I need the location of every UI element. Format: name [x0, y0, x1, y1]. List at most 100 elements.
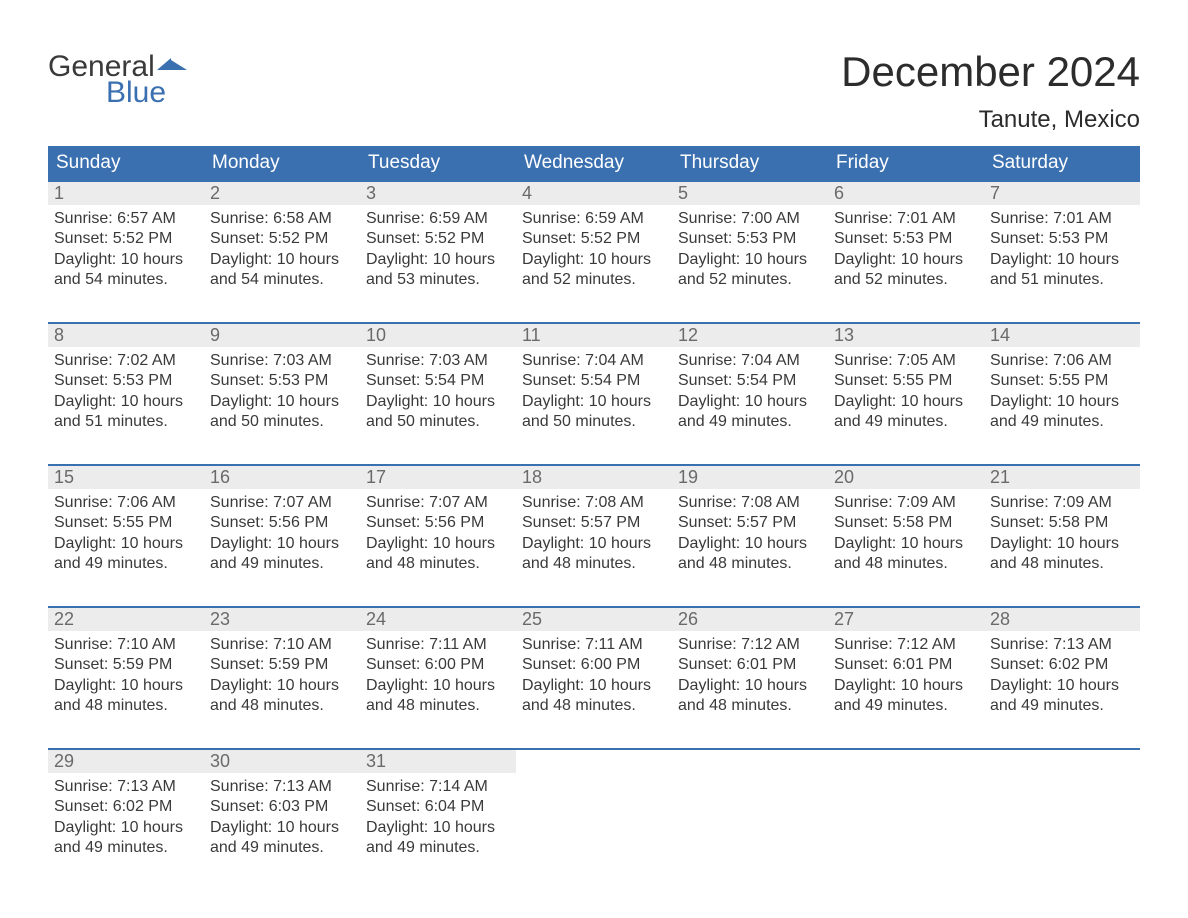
- day-number: 6: [828, 182, 984, 205]
- day-line-d1: Daylight: 10 hours: [54, 818, 198, 838]
- day-line-sunrise: Sunrise: 7:10 AM: [210, 635, 354, 655]
- day-line-d1: Daylight: 10 hours: [834, 676, 978, 696]
- day-number: 18: [516, 466, 672, 489]
- day-line-d2: and 48 minutes.: [522, 554, 666, 574]
- day-line-d1: Daylight: 10 hours: [54, 534, 198, 554]
- day-line-d2: and 49 minutes.: [990, 696, 1134, 716]
- day-line-d1: Daylight: 10 hours: [366, 818, 510, 838]
- day-line-d2: and 49 minutes.: [834, 696, 978, 716]
- day-line-d1: Daylight: 10 hours: [678, 534, 822, 554]
- day-header: Monday: [204, 146, 360, 180]
- day-line-d2: and 52 minutes.: [522, 270, 666, 290]
- day-line-d1: Daylight: 10 hours: [678, 392, 822, 412]
- day-number: 15: [48, 466, 204, 489]
- day-line-sunset: Sunset: 5:55 PM: [834, 371, 978, 391]
- day-details: Sunrise: 7:11 AMSunset: 6:00 PMDaylight:…: [516, 631, 672, 717]
- day-header: Thursday: [672, 146, 828, 180]
- day-number: 22: [48, 608, 204, 631]
- day-details: Sunrise: 7:09 AMSunset: 5:58 PMDaylight:…: [984, 489, 1140, 575]
- calendar-day: 10Sunrise: 7:03 AMSunset: 5:54 PMDayligh…: [360, 324, 516, 452]
- day-number: 25: [516, 608, 672, 631]
- day-details: Sunrise: 7:13 AMSunset: 6:03 PMDaylight:…: [204, 773, 360, 859]
- calendar-day: 16Sunrise: 7:07 AMSunset: 5:56 PMDayligh…: [204, 466, 360, 594]
- day-number: 1: [48, 182, 204, 205]
- day-line-sunrise: Sunrise: 7:07 AM: [210, 493, 354, 513]
- day-line-d2: and 49 minutes.: [210, 554, 354, 574]
- day-line-sunrise: Sunrise: 7:03 AM: [366, 351, 510, 371]
- day-line-sunrise: Sunrise: 7:13 AM: [54, 777, 198, 797]
- day-line-sunrise: Sunrise: 7:06 AM: [990, 351, 1134, 371]
- day-line-d2: and 50 minutes.: [366, 412, 510, 432]
- day-line-d1: Daylight: 10 hours: [210, 534, 354, 554]
- day-details: Sunrise: 7:03 AMSunset: 5:53 PMDaylight:…: [204, 347, 360, 433]
- day-line-sunset: Sunset: 6:04 PM: [366, 797, 510, 817]
- day-line-d2: and 49 minutes.: [990, 412, 1134, 432]
- day-line-sunrise: Sunrise: 7:11 AM: [366, 635, 510, 655]
- day-details: Sunrise: 7:12 AMSunset: 6:01 PMDaylight:…: [672, 631, 828, 717]
- calendar-week: 1Sunrise: 6:57 AMSunset: 5:52 PMDaylight…: [48, 180, 1140, 310]
- day-number: 2: [204, 182, 360, 205]
- day-line-d2: and 48 minutes.: [210, 696, 354, 716]
- day-line-sunset: Sunset: 5:53 PM: [678, 229, 822, 249]
- day-line-d2: and 48 minutes.: [54, 696, 198, 716]
- calendar-day: [516, 750, 672, 878]
- day-line-sunrise: Sunrise: 6:57 AM: [54, 209, 198, 229]
- day-number: 27: [828, 608, 984, 631]
- day-number: 26: [672, 608, 828, 631]
- day-details: Sunrise: 7:06 AMSunset: 5:55 PMDaylight:…: [48, 489, 204, 575]
- day-line-d1: Daylight: 10 hours: [54, 676, 198, 696]
- day-number: 29: [48, 750, 204, 773]
- calendar-day: 30Sunrise: 7:13 AMSunset: 6:03 PMDayligh…: [204, 750, 360, 878]
- day-line-sunrise: Sunrise: 7:01 AM: [990, 209, 1134, 229]
- day-line-d1: Daylight: 10 hours: [366, 250, 510, 270]
- day-line-sunset: Sunset: 6:01 PM: [678, 655, 822, 675]
- day-line-sunrise: Sunrise: 7:08 AM: [678, 493, 822, 513]
- calendar-week: 8Sunrise: 7:02 AMSunset: 5:53 PMDaylight…: [48, 322, 1140, 452]
- day-header: Saturday: [984, 146, 1140, 180]
- day-number: 12: [672, 324, 828, 347]
- day-line-d2: and 48 minutes.: [990, 554, 1134, 574]
- day-line-d2: and 48 minutes.: [834, 554, 978, 574]
- day-line-d2: and 49 minutes.: [210, 838, 354, 858]
- day-number: 16: [204, 466, 360, 489]
- day-number: 5: [672, 182, 828, 205]
- day-line-d2: and 48 minutes.: [366, 554, 510, 574]
- day-line-sunrise: Sunrise: 7:05 AM: [834, 351, 978, 371]
- day-details: Sunrise: 7:07 AMSunset: 5:56 PMDaylight:…: [204, 489, 360, 575]
- calendar-day: 12Sunrise: 7:04 AMSunset: 5:54 PMDayligh…: [672, 324, 828, 452]
- day-line-d2: and 49 minutes.: [54, 838, 198, 858]
- calendar-day: 14Sunrise: 7:06 AMSunset: 5:55 PMDayligh…: [984, 324, 1140, 452]
- calendar-day: 8Sunrise: 7:02 AMSunset: 5:53 PMDaylight…: [48, 324, 204, 452]
- day-line-d1: Daylight: 10 hours: [678, 676, 822, 696]
- calendar-day: 6Sunrise: 7:01 AMSunset: 5:53 PMDaylight…: [828, 182, 984, 310]
- day-details: Sunrise: 7:04 AMSunset: 5:54 PMDaylight:…: [516, 347, 672, 433]
- day-header: Wednesday: [516, 146, 672, 180]
- day-number: 11: [516, 324, 672, 347]
- day-header: Sunday: [48, 146, 204, 180]
- day-line-d2: and 52 minutes.: [678, 270, 822, 290]
- day-line-sunrise: Sunrise: 7:02 AM: [54, 351, 198, 371]
- calendar-day: 9Sunrise: 7:03 AMSunset: 5:53 PMDaylight…: [204, 324, 360, 452]
- day-number: 28: [984, 608, 1140, 631]
- location-label: Tanute, Mexico: [841, 106, 1140, 134]
- day-header: Friday: [828, 146, 984, 180]
- day-line-sunrise: Sunrise: 7:07 AM: [366, 493, 510, 513]
- page-title: December 2024: [841, 48, 1140, 96]
- day-details: Sunrise: 7:07 AMSunset: 5:56 PMDaylight:…: [360, 489, 516, 575]
- day-line-d2: and 51 minutes.: [990, 270, 1134, 290]
- day-line-sunset: Sunset: 5:59 PM: [54, 655, 198, 675]
- day-details: Sunrise: 7:08 AMSunset: 5:57 PMDaylight:…: [672, 489, 828, 575]
- day-line-d2: and 52 minutes.: [834, 270, 978, 290]
- calendar-day: 23Sunrise: 7:10 AMSunset: 5:59 PMDayligh…: [204, 608, 360, 736]
- day-line-sunset: Sunset: 5:53 PM: [210, 371, 354, 391]
- day-line-sunset: Sunset: 5:53 PM: [990, 229, 1134, 249]
- day-number: 9: [204, 324, 360, 347]
- day-details: Sunrise: 7:00 AMSunset: 5:53 PMDaylight:…: [672, 205, 828, 291]
- day-number: 10: [360, 324, 516, 347]
- day-line-sunset: Sunset: 5:59 PM: [210, 655, 354, 675]
- day-line-d2: and 54 minutes.: [210, 270, 354, 290]
- day-details: Sunrise: 7:06 AMSunset: 5:55 PMDaylight:…: [984, 347, 1140, 433]
- calendar: SundayMondayTuesdayWednesdayThursdayFrid…: [48, 146, 1140, 878]
- day-line-d1: Daylight: 10 hours: [990, 534, 1134, 554]
- day-line-sunrise: Sunrise: 7:04 AM: [678, 351, 822, 371]
